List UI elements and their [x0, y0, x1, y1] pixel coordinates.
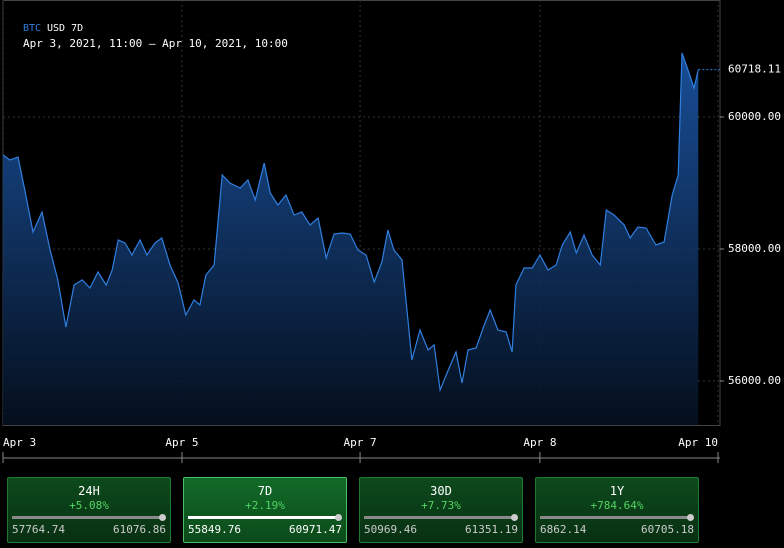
- price-line: [2, 52, 699, 393]
- area: [3, 53, 699, 425]
- x-tick-label: Apr 8: [523, 436, 556, 449]
- x-tick-label: Apr 5: [165, 436, 198, 449]
- range-dot: [335, 514, 342, 521]
- range-bar: [364, 514, 518, 521]
- x-tick-label: Apr 10: [678, 436, 718, 449]
- period-low: 55849.76: [188, 523, 241, 536]
- period-change: +2.19%: [245, 499, 285, 512]
- period-change: +5.08%: [69, 499, 109, 512]
- chart-title: USD 7D: [47, 23, 83, 34]
- period-high: 61351.19: [465, 523, 518, 536]
- range-dot: [159, 514, 166, 521]
- y-tick-label: 58000.00: [728, 242, 781, 255]
- period-change: +7.73%: [421, 499, 461, 512]
- period-card[interactable]: 24H +5.08% 57764.74 61076.86: [7, 477, 171, 543]
- chart-subtitle: Apr 3, 2021, 11:00 – Apr 10, 2021, 10:00: [23, 37, 288, 50]
- x-tick-label: Apr 7: [344, 436, 377, 449]
- chart: BTC USD 7D Apr 3, 2021, 11:00 – Apr 10, …: [2, 0, 781, 463]
- period-low: 6862.14: [540, 523, 587, 536]
- last-price-label: 60718.11: [728, 63, 781, 76]
- period-label: 7D: [257, 484, 273, 498]
- range-bar: [540, 514, 694, 521]
- x-tick-label: Apr 3: [3, 436, 36, 449]
- period-card[interactable]: 1Y +784.64% 6862.14 60705.18: [535, 477, 699, 543]
- period-high: 61076.86: [113, 523, 166, 536]
- period-label: 1Y: [609, 484, 625, 498]
- range-dot: [511, 514, 518, 521]
- period-low: 50969.46: [364, 523, 417, 536]
- period-high: 60705.18: [641, 523, 694, 536]
- period-change: +784.64%: [590, 499, 644, 512]
- range-bar: [188, 514, 342, 521]
- range-dot: [687, 514, 694, 521]
- period-card[interactable]: 30D +7.73% 50969.46 61351.19: [359, 477, 523, 543]
- y-tick-label: 60000.00: [728, 110, 781, 123]
- period-label: 30D: [430, 484, 452, 498]
- period-card[interactable]: 7D +2.19% 55849.76 60971.47: [183, 477, 347, 543]
- y-tick-label: 56000.00: [728, 374, 781, 387]
- period-low: 57764.74: [12, 523, 65, 536]
- period-label: 24H: [78, 484, 100, 498]
- range-bar: [12, 514, 166, 521]
- chart-symbol: BTC: [23, 23, 41, 34]
- period-high: 60971.47: [289, 523, 342, 536]
